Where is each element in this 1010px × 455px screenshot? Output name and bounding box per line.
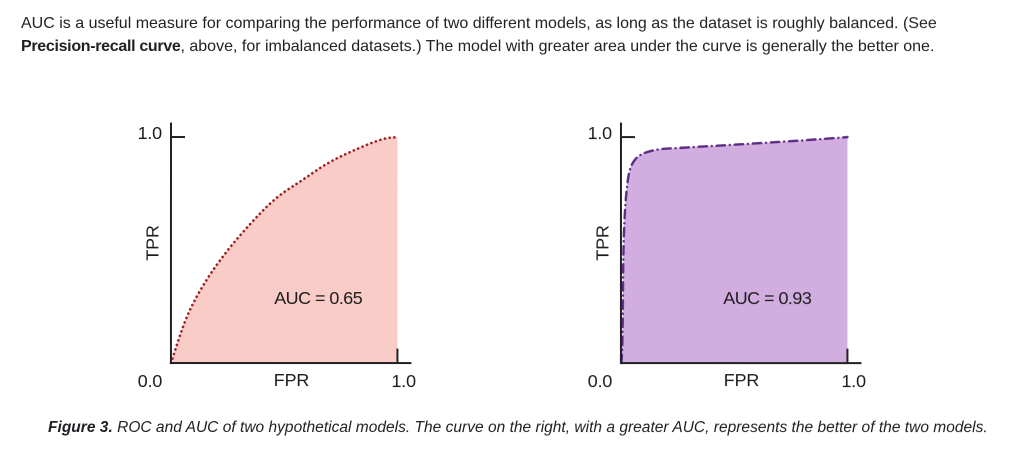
- svg-text:AUC = 0.93: AUC = 0.93: [723, 288, 812, 308]
- svg-text:0.0: 0.0: [588, 371, 613, 391]
- svg-text:0.0: 0.0: [138, 371, 163, 391]
- svg-text:TPR: TPR: [592, 225, 612, 261]
- svg-text:1.0: 1.0: [841, 371, 866, 391]
- svg-text:FPR: FPR: [724, 370, 760, 390]
- svg-text:1.0: 1.0: [588, 123, 613, 143]
- svg-text:1.0: 1.0: [138, 123, 163, 143]
- svg-text:AUC = 0.65: AUC = 0.65: [274, 288, 363, 308]
- svg-text:TPR: TPR: [142, 225, 162, 261]
- svg-text:1.0: 1.0: [391, 371, 416, 391]
- svg-text:FPR: FPR: [274, 370, 310, 390]
